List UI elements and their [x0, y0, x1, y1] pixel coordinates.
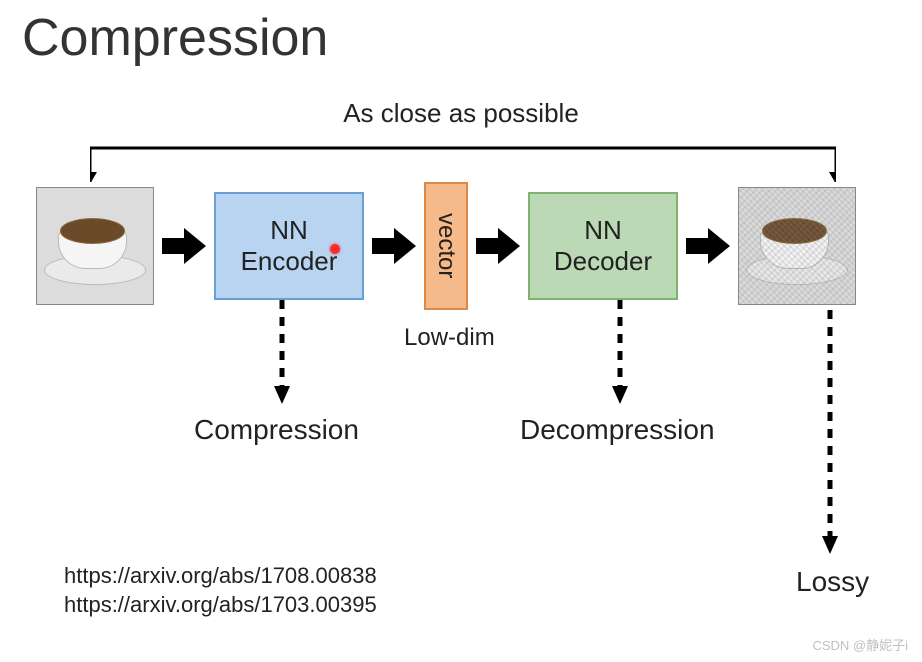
- encoder-label: NN Encoder: [241, 215, 338, 277]
- lowdim-label: Low-dim: [404, 324, 495, 352]
- vector-box: vector: [424, 182, 468, 310]
- arrow-icon: [686, 226, 730, 266]
- decompression-label: Decompression: [520, 414, 715, 446]
- dashed-arrow-decompression: [610, 300, 630, 410]
- watermark-text: CSDN @静妮子i: [812, 635, 908, 654]
- flow-row: NN Encoder vector NN Decoder: [36, 182, 902, 310]
- lossy-label: Lossy: [796, 566, 869, 598]
- arrow-icon: [162, 226, 206, 266]
- references: https://arxiv.org/abs/1708.00838 https:/…: [64, 561, 377, 620]
- compression-label: Compression: [194, 414, 359, 446]
- decoder-box: NN Decoder: [528, 192, 678, 300]
- top-bracket: [90, 134, 836, 182]
- pointer-dot-icon: [330, 244, 340, 254]
- output-image: [738, 187, 856, 305]
- top-close-label: As close as possible: [0, 98, 922, 129]
- encoder-box: NN Encoder: [214, 192, 364, 300]
- dashed-arrow-compression: [272, 300, 292, 410]
- decoder-label: NN Decoder: [554, 215, 652, 277]
- ref-link-2: https://arxiv.org/abs/1703.00395: [64, 590, 377, 620]
- dashed-arrow-lossy: [820, 310, 840, 560]
- input-image: [36, 187, 154, 305]
- page-title: Compression: [22, 8, 328, 68]
- arrow-icon: [372, 226, 416, 266]
- vector-label: vector: [432, 213, 460, 278]
- arrow-icon: [476, 226, 520, 266]
- ref-link-1: https://arxiv.org/abs/1708.00838: [64, 561, 377, 591]
